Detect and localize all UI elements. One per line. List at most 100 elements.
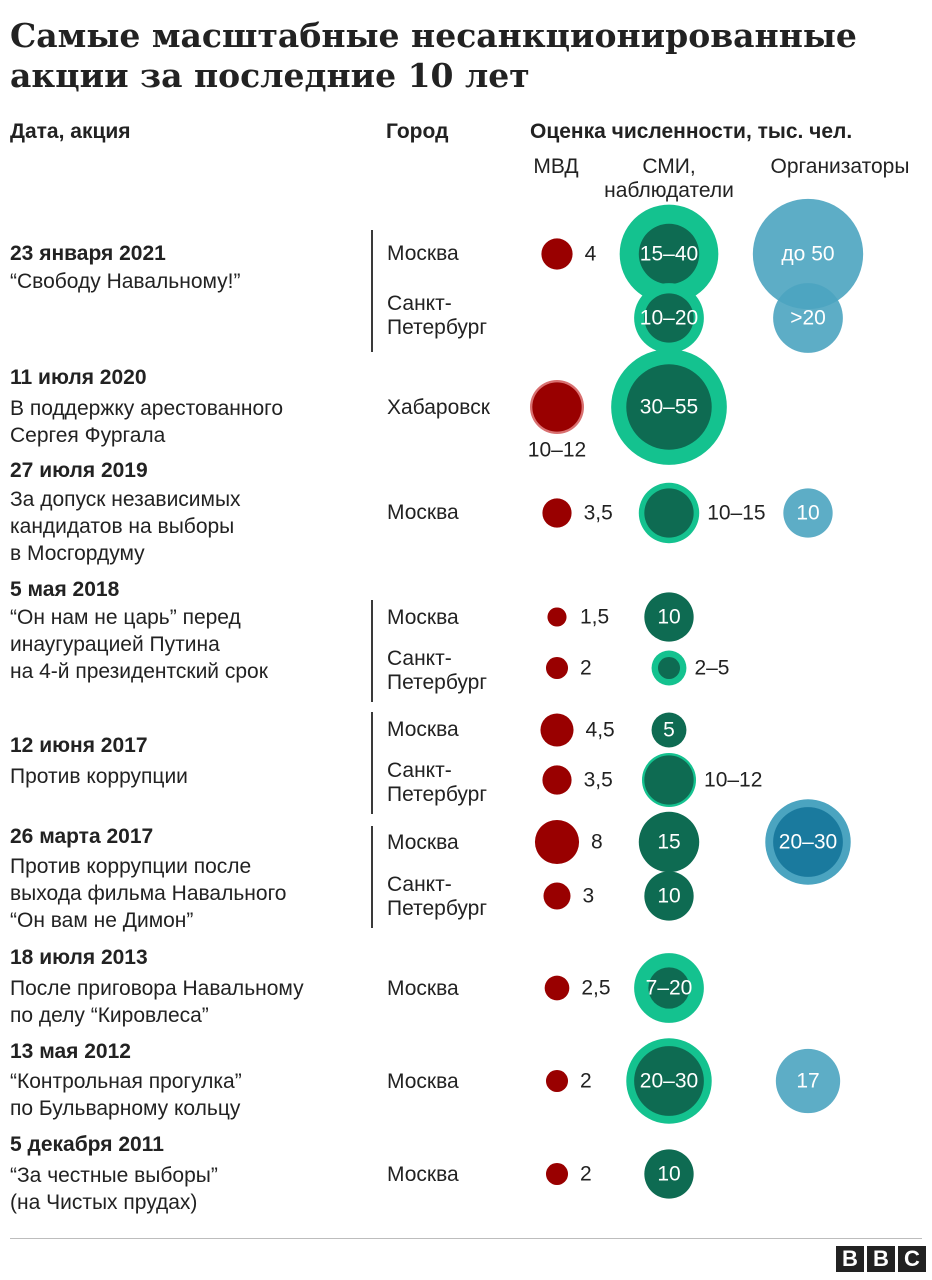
city-label: Москва bbox=[387, 1070, 459, 1093]
header-date-action: Дата, акция bbox=[10, 120, 131, 143]
event-name: “Он нам не царь” перед инаугурацией Пути… bbox=[10, 604, 268, 685]
media-bubble-min bbox=[644, 488, 694, 538]
organizers-value-label: >20 bbox=[790, 307, 826, 330]
mvd-bubble bbox=[543, 882, 571, 910]
organizers-value-label: 10 bbox=[796, 502, 819, 525]
event-name-line: Сергея Фургала bbox=[10, 424, 166, 447]
event-date: 13 мая 2012 bbox=[10, 1040, 131, 1063]
event-date: 5 декабря 2011 bbox=[10, 1133, 164, 1156]
event-date: 27 июля 2019 bbox=[10, 459, 148, 482]
source-mvd: МВД bbox=[533, 155, 579, 178]
organizers-value-label: 17 bbox=[796, 1070, 819, 1093]
event-name: За допуск независимых кандидатов на выбо… bbox=[10, 486, 241, 567]
city-label-line: Петербург bbox=[387, 897, 487, 920]
source-media-line: наблюдатели bbox=[604, 179, 734, 202]
city-label-line: Петербург bbox=[387, 316, 487, 339]
event-date: 12 июня 2017 bbox=[10, 734, 148, 757]
event-name-line: в Мосгордуму bbox=[10, 542, 145, 565]
media-bubble-min bbox=[626, 364, 712, 450]
mvd-bubble bbox=[545, 1069, 569, 1093]
city-label-line: Санкт- bbox=[387, 759, 452, 782]
city-label: Санкт- Петербург bbox=[387, 873, 487, 921]
media-bubble-min bbox=[644, 755, 694, 805]
organizers-bubble bbox=[752, 198, 864, 310]
city-label: Хабаровск bbox=[387, 396, 490, 419]
city-label: Москва bbox=[387, 1163, 459, 1186]
group-divider bbox=[371, 230, 373, 352]
city-label: Москва bbox=[387, 977, 459, 1000]
bbc-logo-letter: C bbox=[898, 1246, 926, 1272]
city-label: Москва bbox=[387, 242, 459, 265]
mvd-value-label: 3,5 bbox=[584, 502, 613, 525]
event-name-line: После приговора Навальному bbox=[10, 977, 304, 1000]
event-name-line: “За честные выборы” bbox=[10, 1164, 218, 1187]
media-bubble-min bbox=[657, 656, 681, 680]
media-value-label: 7–20 bbox=[646, 977, 693, 1000]
city-label: Москва bbox=[387, 831, 459, 854]
city-label: Санкт- Петербург bbox=[387, 647, 487, 695]
media-bubble bbox=[638, 811, 700, 873]
event-name-line: “Контрольная прогулка” bbox=[10, 1070, 242, 1093]
event-name-line: инаугурацией Путина bbox=[10, 633, 220, 656]
organizers-bubble bbox=[775, 1048, 841, 1114]
mvd-value-label: 2 bbox=[580, 1163, 592, 1186]
media-bubble bbox=[644, 592, 694, 642]
group-divider bbox=[371, 826, 373, 928]
city-label-line: Санкт- bbox=[387, 292, 452, 315]
footer-divider bbox=[10, 1238, 922, 1239]
event-name-line: по Бульварному кольцу bbox=[10, 1097, 241, 1120]
media-value-label: 10–20 bbox=[640, 307, 698, 330]
mvd-value-label: 4 bbox=[585, 243, 597, 266]
city-label-line: Петербург bbox=[387, 671, 487, 694]
media-value-label: 10 bbox=[657, 1163, 680, 1186]
city-label: Москва bbox=[387, 606, 459, 629]
city-label-line: Санкт- bbox=[387, 647, 452, 670]
event-name-line: выхода фильма Навального bbox=[10, 882, 287, 905]
mvd-bubble bbox=[545, 1162, 569, 1186]
chart-title: Самые масштабные несанкционированные акц… bbox=[10, 16, 857, 96]
media-value-label: 15 bbox=[657, 831, 680, 854]
mvd-value-label: 2,5 bbox=[581, 977, 610, 1000]
mvd-bubble bbox=[542, 498, 572, 528]
organizers-value-label: до 50 bbox=[781, 243, 834, 266]
event-name-line: Против коррупции после bbox=[10, 855, 252, 878]
mvd-bubble bbox=[545, 656, 569, 680]
media-value-label: 20–30 bbox=[640, 1070, 698, 1093]
media-bubble bbox=[644, 1149, 694, 1199]
event-date: 26 марта 2017 bbox=[10, 825, 154, 848]
title-line: Самые масштабные несанкционированные bbox=[10, 16, 857, 55]
media-value-label: 10–12 bbox=[704, 769, 762, 792]
city-label: Москва bbox=[387, 501, 459, 524]
event-name-line: (на Чистых прудах) bbox=[10, 1191, 198, 1214]
event-date: 23 января 2021 bbox=[10, 242, 166, 265]
mvd-bubble bbox=[544, 975, 570, 1001]
media-bubble-min bbox=[634, 1046, 704, 1116]
event-name: Против коррупции bbox=[10, 763, 188, 790]
media-value-label: 5 bbox=[663, 719, 675, 742]
city-label-line: Петербург bbox=[387, 783, 487, 806]
event-name: “Контрольная прогулка” по Бульварному ко… bbox=[10, 1068, 242, 1122]
event-name: После приговора Навальному по делу “Киро… bbox=[10, 975, 304, 1029]
media-value-label: 2–5 bbox=[694, 657, 729, 680]
organizers-bubble-min bbox=[773, 807, 843, 877]
organizers-value-label: 20–30 bbox=[779, 831, 837, 854]
bbc-logo-letter: B bbox=[836, 1246, 864, 1272]
media-bubble-min bbox=[638, 223, 700, 285]
media-value-label: 10 bbox=[657, 606, 680, 629]
event-name: “За честные выборы” (на Чистых прудах) bbox=[10, 1162, 218, 1216]
event-name: Против коррупции после выхода фильма Нав… bbox=[10, 853, 286, 934]
bbc-logo: B B C bbox=[836, 1246, 926, 1272]
event-name-line: Против коррупции bbox=[10, 765, 188, 788]
event-name: “Свободу Навальному!” bbox=[10, 268, 241, 295]
source-organizers: Организаторы bbox=[770, 155, 910, 178]
group-divider bbox=[371, 712, 373, 814]
organizers-bubble bbox=[773, 283, 843, 353]
header-estimate: Оценка численности, тыс. чел. bbox=[530, 120, 853, 143]
media-value-label: 15–40 bbox=[640, 243, 698, 266]
media-value-label: 30–55 bbox=[640, 396, 698, 419]
city-label: Санкт- Петербург bbox=[387, 292, 487, 340]
city-label-line: Санкт- bbox=[387, 873, 452, 896]
title-line: акции за последние 10 лет bbox=[10, 56, 530, 95]
event-name-line: В поддержку арестованного bbox=[10, 397, 284, 420]
